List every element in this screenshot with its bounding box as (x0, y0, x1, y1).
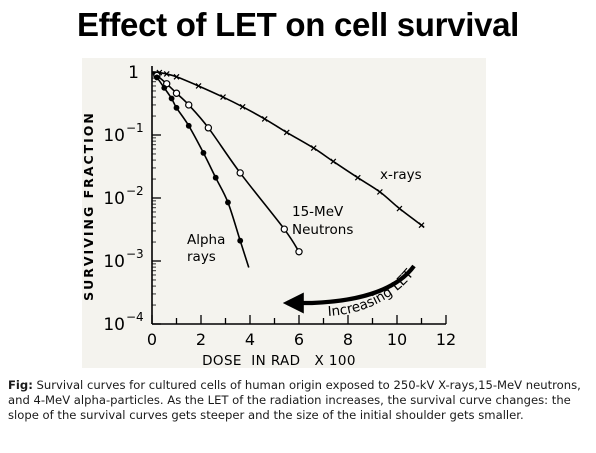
x-tick-label: 0 (147, 330, 157, 349)
y-tick-exponent: −1 (126, 121, 144, 135)
y-tick-label: 10 (103, 315, 125, 335)
y-tick-exponent: −2 (126, 184, 144, 198)
y-tick-base: 10 (103, 126, 125, 146)
alpha-point (168, 95, 175, 102)
x-marker-stroke (163, 71, 170, 77)
y-tick-label: 1 (128, 63, 139, 83)
y-tick-base: 10 (103, 315, 125, 335)
series-label: Alpha (187, 232, 225, 248)
neutrons-point (185, 101, 193, 109)
x-tick-label: 4 (245, 330, 255, 349)
x-rays-point (418, 222, 425, 229)
x-rays-point (330, 158, 337, 165)
y-tick-base: 10 (103, 252, 125, 272)
caption-label: Fig: (8, 378, 33, 392)
series-label: 15-MeV (292, 204, 344, 220)
figure-caption: Fig: Survival curves for cultured cells … (8, 378, 591, 424)
x-marker-stroke (239, 103, 246, 110)
y-tick-label: 10 (103, 189, 125, 209)
x-rays-point (173, 73, 180, 80)
y-tick-label: 10 (103, 126, 125, 146)
y-tick-exponent: −3 (126, 247, 144, 261)
y-axis-title: SURVIVING FRACTION (82, 111, 96, 301)
x-rays-point (195, 83, 202, 89)
points-group (153, 69, 425, 256)
y-tick-base: 10 (103, 189, 125, 209)
slide-title: Effect of LET on cell survival (76, 6, 520, 43)
x-tick-label: 2 (196, 330, 206, 349)
alpha-point (212, 174, 219, 181)
x-rays-point (239, 103, 246, 110)
x-axis-title: DOSE IN RAD X 100 (202, 353, 356, 368)
x-marker-stroke (354, 174, 361, 181)
neutrons-point (172, 89, 181, 97)
x-rays-point (163, 71, 170, 77)
x-rays-point (283, 129, 290, 136)
alpha-point (225, 199, 231, 206)
x-marker-stroke (310, 145, 317, 152)
x-tick-label: 6 (294, 330, 304, 349)
chart-panel: 0 2 4 6 8 10 12 1 10 −1 10 −2 10 −3 10 −4 DOSE IN RAD X … (82, 58, 486, 368)
x-tick-label: 8 (343, 330, 353, 349)
x-rays-point (396, 205, 403, 212)
x-rays-point (310, 145, 317, 152)
x-marker-stroke (220, 94, 226, 100)
x-marker-stroke (173, 73, 180, 80)
neutrons-point (280, 225, 288, 233)
alpha-point (161, 84, 168, 91)
x-rays-point (354, 174, 361, 181)
x-tick-label: 12 (436, 330, 456, 349)
x-marker-stroke (283, 129, 290, 136)
neutrons-point (295, 248, 303, 256)
x-rays-point (376, 188, 383, 195)
x-marker-stroke (195, 83, 202, 89)
x-marker-stroke (330, 158, 337, 165)
annotation-text: Increasing LET (327, 266, 417, 320)
increasing-let-arrow (282, 264, 416, 314)
neutrons-point (204, 124, 213, 132)
alpha-point (154, 74, 160, 81)
x-rays-curve (151, 71, 425, 228)
alpha-point (185, 122, 192, 129)
neutrons-point (236, 169, 244, 177)
x-marker-stroke (261, 115, 268, 122)
alpha-point (237, 237, 244, 244)
x-marker-stroke (376, 188, 383, 195)
alpha-point (200, 149, 207, 156)
x-marker-stroke (396, 205, 403, 212)
y-tick-exponent: −4 (126, 310, 144, 324)
series-label: Neutrons (292, 222, 353, 238)
annotation-label: Increasing LET (327, 266, 417, 320)
x-rays-point (261, 115, 268, 122)
x-tick-label: 10 (387, 330, 407, 349)
y-tick-label: 10 (103, 252, 125, 272)
x-marker-stroke (418, 222, 425, 229)
series-label: rays (187, 249, 216, 265)
caption-text: Survival curves for cultured cells of hu… (8, 378, 581, 423)
neutrons-curve (151, 71, 302, 255)
x-rays-point (220, 94, 226, 100)
alpha-point (173, 104, 180, 111)
series-label: x-rays (380, 167, 422, 183)
